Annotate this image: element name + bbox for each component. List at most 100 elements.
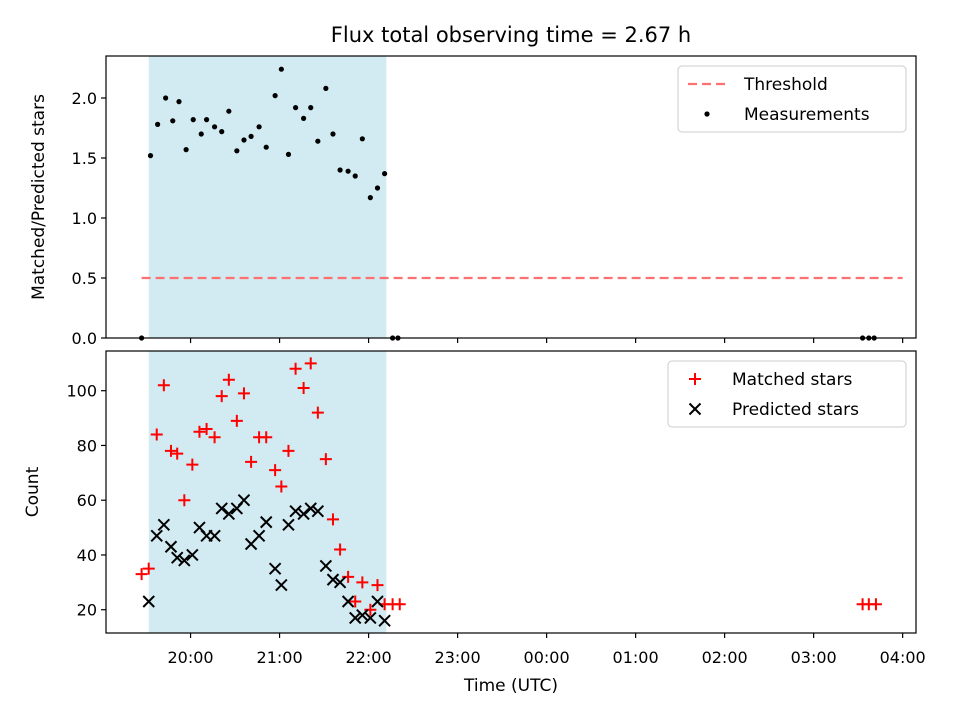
legend-label: Matched stars (732, 370, 852, 390)
x-tick-label: 21:00 (257, 648, 303, 667)
predicted-star-marker (319, 559, 333, 573)
measurement-point (263, 144, 269, 150)
x-tick-label: 03:00 (791, 648, 837, 667)
x-axis-label: Time (UTC) (463, 676, 558, 696)
matched-star-marker (869, 598, 882, 611)
matched-star-marker (393, 598, 406, 611)
matched-star-marker (319, 453, 332, 466)
predicted-star-marker (341, 595, 355, 608)
measurement-point (147, 153, 154, 159)
y-tick-label: 0.5 (72, 269, 97, 288)
predicted-star-marker (215, 502, 228, 515)
predicted-star-marker (349, 611, 362, 625)
legend-measurement-swatch (704, 111, 710, 117)
predicted-star-marker (186, 548, 199, 562)
y-tick-label: 60 (77, 491, 97, 510)
y-tick-label: 40 (77, 546, 97, 565)
measurement-point (345, 168, 351, 174)
predicted-star-marker (142, 595, 155, 608)
measurement-point (278, 66, 284, 72)
measurement-point (226, 108, 232, 114)
y-tick-label: 1.5 (72, 149, 97, 168)
measurement-point (272, 93, 278, 99)
matched-star-marker (135, 568, 148, 581)
time-axis: 20:00 21:00 22:00 23:00 00:00 01:00 02:00 03:00… (168, 648, 926, 667)
measurement-point (374, 185, 381, 191)
observing-span (148, 56, 387, 338)
measurement-point (323, 85, 329, 91)
predicted-star-marker (282, 518, 295, 532)
predicted-star-marker (260, 515, 273, 529)
y-tick-label: 100 (66, 382, 97, 401)
legend-label: Predicted stars (732, 400, 859, 420)
chart-title: Flux total observing time = 2.67 h (331, 23, 691, 47)
x-tick-label: 02:00 (702, 648, 748, 667)
matched-star-marker (186, 458, 199, 471)
matched-star-marker (171, 447, 184, 460)
measurement-point (285, 151, 292, 157)
matched-star-marker (282, 444, 295, 457)
matched-star-marker (157, 379, 170, 392)
measurement-point (292, 105, 299, 111)
predicted-star-marker (289, 504, 302, 518)
legend-label: Measurements (744, 105, 870, 125)
predicted-star-marker (178, 554, 191, 567)
matched-star-marker (200, 423, 213, 436)
predicted-star-marker (356, 608, 369, 622)
predicted-star-marker (333, 576, 347, 589)
measurement-point (256, 124, 262, 130)
y-tick-label: 20 (77, 601, 97, 620)
count-panel: 20 40 60 80 100 Count Matched stars Predicted s… (23, 350, 917, 638)
series-predicted-stars (142, 494, 391, 627)
measurement-point (337, 167, 343, 173)
matched-star-marker (364, 603, 377, 616)
predicted-star-marker (252, 529, 266, 543)
predicted-star-marker (364, 611, 377, 625)
predicted-star-marker (326, 573, 340, 586)
matched-star-marker (371, 579, 384, 592)
x-tick-label: 22:00 (346, 648, 392, 667)
predicted-star-marker (164, 540, 178, 553)
y-tick-label: 1.0 (72, 209, 97, 228)
predicted-star-marker (378, 614, 391, 627)
legend-box (667, 360, 907, 428)
predicted-star-marker (371, 595, 384, 608)
measurement-point (198, 131, 204, 137)
predicted-star-marker (150, 529, 163, 543)
y-axis-label: Count (23, 466, 43, 517)
measurement-point (352, 173, 358, 179)
measurement-point (190, 117, 196, 123)
measurement-point (163, 95, 169, 101)
matched-star-marker (260, 431, 273, 444)
y-tick-label: 2.0 (72, 89, 97, 108)
matched-star-marker (311, 406, 324, 419)
predicted-star-marker (237, 494, 251, 507)
matched-star-marker (230, 414, 243, 427)
matched-star-marker (289, 362, 302, 375)
matched-star-marker (193, 425, 206, 438)
measurement-point (382, 171, 388, 177)
matched-star-marker (208, 431, 221, 444)
predicted-star-marker (297, 507, 310, 521)
measurement-point (367, 195, 373, 201)
y-tick-label: 80 (77, 436, 97, 455)
measurement-point (176, 99, 182, 105)
measurement-point (315, 138, 321, 144)
axes-frame (105, 350, 917, 634)
matched-star-marker (275, 480, 288, 493)
legend-label: Threshold (743, 75, 828, 95)
measurement-point (170, 118, 176, 124)
predicted-star-marker (157, 518, 171, 532)
matched-star-marker (215, 390, 228, 403)
matched-star-marker (269, 464, 282, 477)
matched-star-marker (334, 543, 347, 556)
legend-box (677, 65, 907, 133)
measurement-point (219, 129, 225, 135)
x-tick-label: 01:00 (613, 648, 659, 667)
x-tick-label: 23:00 (435, 648, 481, 667)
measurement-point (234, 148, 240, 154)
matched-star-marker (164, 444, 177, 457)
matched-star-marker (178, 494, 191, 507)
matched-star-marker (222, 373, 235, 386)
predicted-star-marker (222, 507, 236, 521)
